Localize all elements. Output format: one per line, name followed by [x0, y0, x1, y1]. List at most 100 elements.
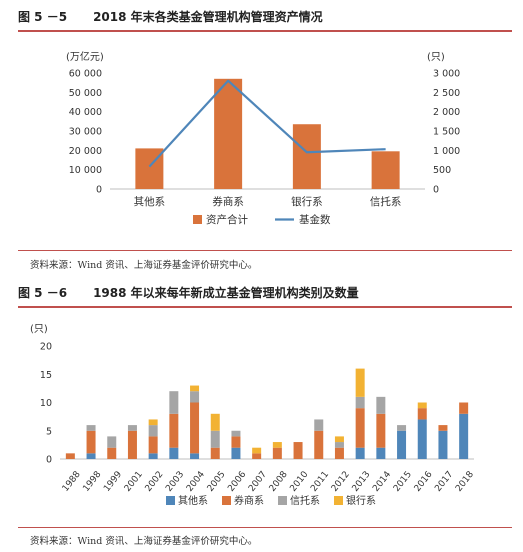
bar-2018-其他系: [459, 413, 469, 459]
bar-2004-银行系: [190, 385, 200, 392]
x-tick-label: 1988: [61, 469, 83, 493]
figure2-bottom-rule: [18, 527, 512, 528]
y-tick-label: 50 000: [69, 88, 102, 99]
y-tick-label: 30 000: [69, 127, 102, 138]
bar-2003-券商系: [169, 413, 179, 448]
y-tick-label: 10 000: [69, 165, 102, 176]
bar-2005-券商系: [210, 447, 220, 459]
bar-2002-银行系: [148, 419, 158, 426]
x-tick-label: 2018: [454, 469, 476, 493]
bar-2008-银行系: [272, 442, 282, 448]
bar-2004-其他系: [190, 453, 200, 459]
y-tick-label: 10: [40, 398, 52, 409]
bar-2012-信托系: [334, 442, 344, 448]
bar-2012-银行系: [334, 436, 344, 443]
y2-tick-label: 2 000: [433, 107, 460, 118]
x-tick-label: 1999: [102, 469, 124, 493]
figure2-source: 资料来源：Wind 资讯、上海证券基金评价研究中心。: [30, 536, 258, 547]
figure1-source: 资料来源：Wind 资讯、上海证券基金评价研究中心。: [30, 260, 258, 271]
y-tick-label: 20 000: [69, 146, 102, 157]
y-tick-label: 40 000: [69, 107, 102, 118]
bar-2007-券商系: [252, 453, 262, 459]
bar-2006-券商系: [231, 436, 241, 448]
bar-2014-其他系: [376, 447, 386, 459]
figure1-heading: 图 5 －5 2018 年末各类基金管理机构管理资产情况: [18, 8, 323, 25]
figure1-top-rule: [18, 30, 512, 32]
bar-2007-银行系: [252, 447, 262, 454]
bar-2004-券商系: [190, 402, 200, 454]
x-tick-label: 2012: [330, 470, 352, 494]
x-tick-label: 2015: [392, 470, 414, 494]
x-tick-label: 其他系: [134, 195, 166, 208]
bar-2013-其他系: [355, 447, 365, 459]
x-tick-label: 2002: [144, 470, 166, 494]
y-tick-label: 15: [40, 370, 52, 381]
bar-2016-其他系: [417, 419, 427, 459]
x-tick-label: 2005: [206, 470, 228, 494]
bar-2010-券商系: [293, 442, 303, 459]
y2-tick-label: 2 500: [433, 88, 460, 99]
figure2-chart: (只)0510152019881998199920012002200320042…: [30, 324, 476, 507]
bar-2012-券商系: [334, 447, 344, 459]
bar-1988-券商系: [65, 453, 75, 459]
x-tick-label: 2001: [123, 470, 145, 494]
legend-label-银行系: 银行系: [346, 494, 376, 507]
legend-label-基金数: 基金数: [299, 213, 331, 226]
x-tick-label: 2007: [247, 470, 269, 494]
figure2-heading: 图 5 －6 1988 年以来每年新成立基金管理机构类别及数量: [18, 284, 359, 301]
y-tick-label: 20: [40, 342, 52, 353]
bar-2017-其他系: [438, 430, 448, 459]
line-series-基金数: [148, 79, 386, 168]
bar-2005-信托系: [210, 430, 220, 448]
x-tick-label: 2011: [309, 470, 331, 494]
bar-2013-银行系: [355, 368, 365, 397]
bar-2016-券商系: [417, 408, 427, 420]
bar-2011-信托系: [314, 419, 324, 431]
x-tick-label: 信托系: [370, 195, 402, 208]
y2-tick-label: 1 500: [433, 127, 460, 138]
legend-swatch-券商系: [222, 496, 231, 505]
legend-label-其他系: 其他系: [178, 494, 208, 507]
bar-2002-信托系: [148, 425, 158, 437]
x-tick-label: 2010: [288, 469, 310, 493]
y-tick-label: 0: [46, 455, 52, 466]
bar-券商系: [214, 78, 243, 189]
figure2-top-rule: [18, 306, 512, 308]
bar-2003-其他系: [169, 447, 179, 459]
bar-1998-信托系: [86, 425, 96, 431]
y2-tick-label: 1 000: [433, 146, 460, 157]
figure2-number: 图 5 －6: [18, 286, 68, 300]
legend-label-资产合计: 资产合计: [206, 213, 248, 226]
y-tick-label: 5: [46, 426, 52, 437]
y2-axis-label: (只): [427, 52, 445, 63]
x-tick-label: 2003: [164, 470, 186, 494]
bar-信托系: [371, 151, 400, 189]
legend-label-券商系: 券商系: [234, 494, 264, 507]
bar-2013-信托系: [355, 396, 365, 409]
bar-2015-信托系: [397, 425, 407, 431]
x-tick-label: 银行系: [291, 195, 323, 208]
x-tick-label: 2016: [413, 469, 435, 493]
x-tick-label: 2014: [371, 469, 393, 493]
bar-1999-券商系: [107, 447, 117, 459]
bar-1998-券商系: [86, 430, 96, 454]
bar-2018-券商系: [459, 402, 469, 414]
x-tick-label: 2004: [185, 469, 207, 493]
bar-2005-银行系: [210, 413, 220, 431]
bar-银行系: [292, 124, 321, 189]
y-tick-label: 0: [96, 185, 102, 196]
legend-swatch-其他系: [166, 496, 175, 505]
y-axis-label: (万亿元): [66, 50, 104, 63]
bar-2014-信托系: [376, 396, 386, 414]
bar-2011-券商系: [314, 430, 324, 459]
figure1-number: 图 5 －5: [18, 10, 68, 24]
bar-2006-其他系: [231, 447, 241, 459]
bar-1998-其他系: [86, 453, 96, 459]
figure2-title: 1988 年以来每年新成立基金管理机构类别及数量: [93, 286, 359, 300]
figure1-chart: (万亿元) (只) 0 10 000 20 000 30 000 40 000 50 000 6…: [66, 50, 460, 226]
bar-1999-信托系: [107, 436, 117, 448]
figure1-bottom-rule: [18, 250, 512, 251]
bar-2002-券商系: [148, 436, 158, 454]
bar-2014-券商系: [376, 413, 386, 448]
